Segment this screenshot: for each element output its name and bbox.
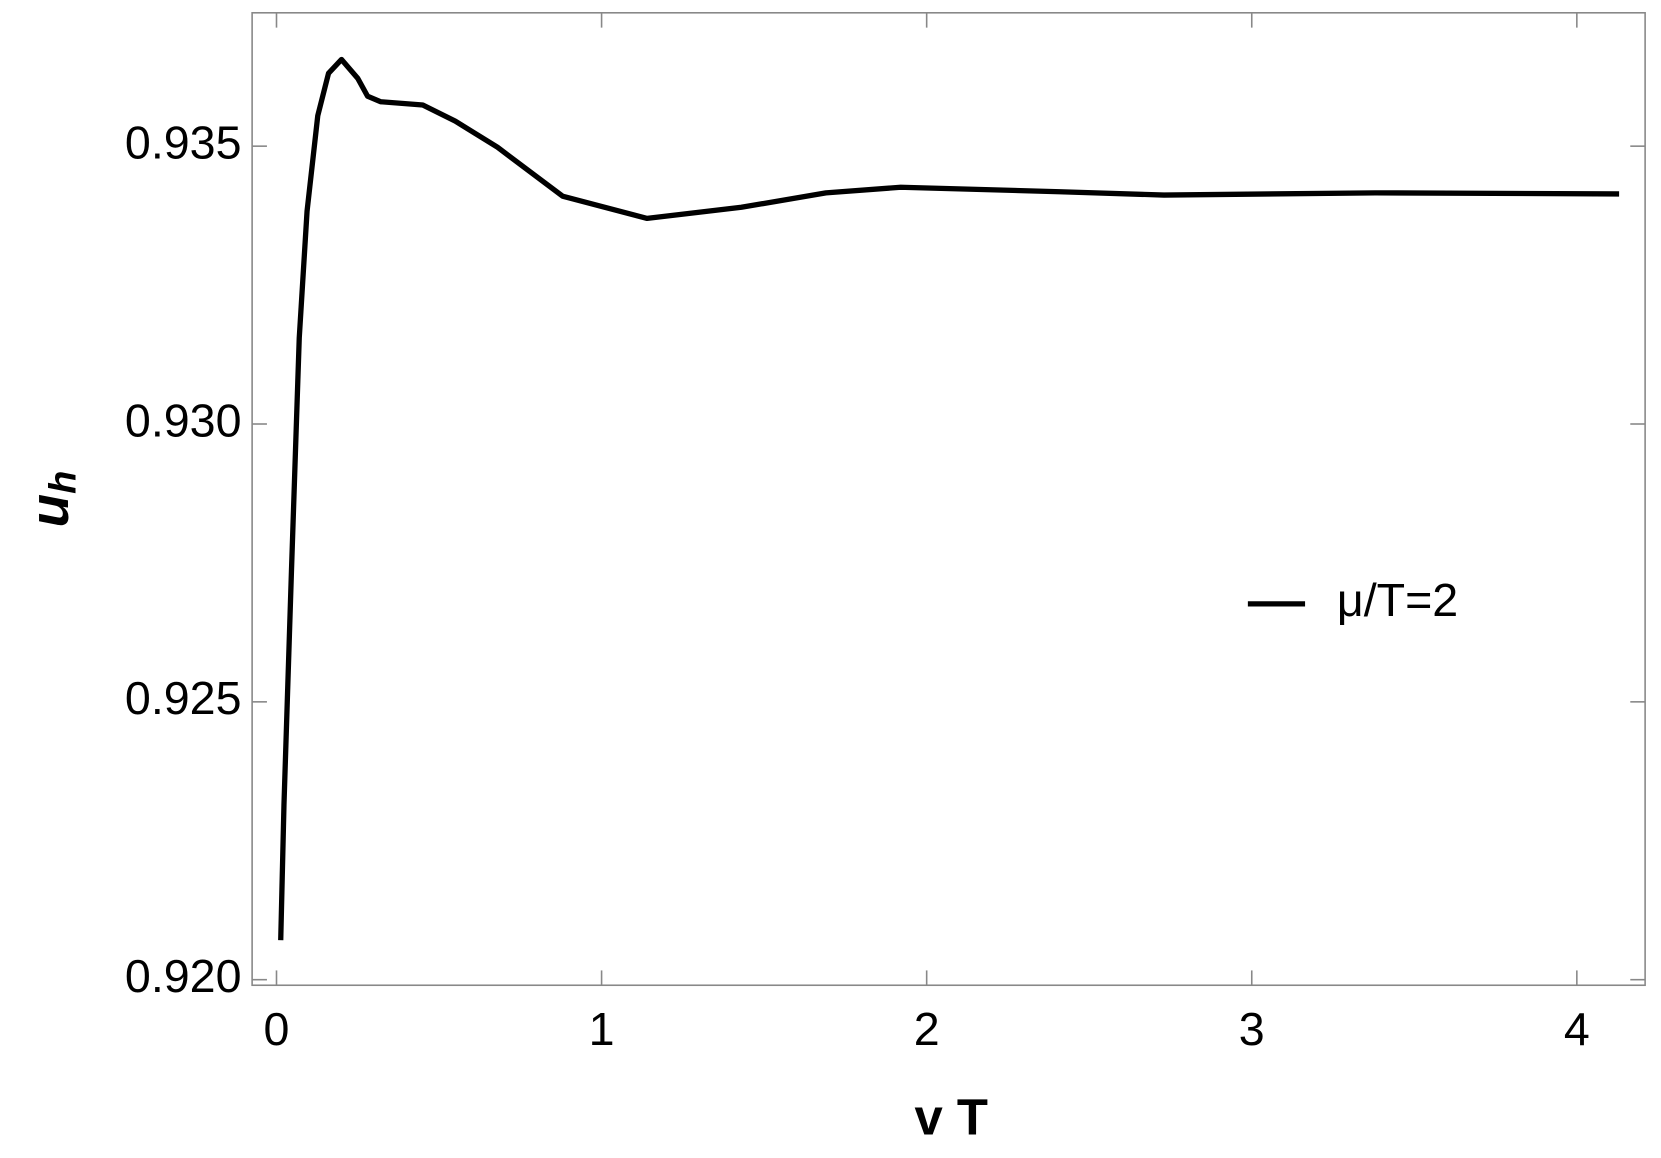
- y-label-main: u: [18, 494, 80, 528]
- plot-frame: [251, 12, 1646, 987]
- x-tick-label: 3: [1239, 1003, 1265, 1055]
- y-tick-label: 0.920: [125, 950, 242, 1002]
- y-label-sub: h: [42, 471, 85, 494]
- y-axis-label: uh: [18, 471, 85, 528]
- y-tick-label: 0.925: [125, 672, 242, 724]
- x-axis-label: v T: [915, 1088, 988, 1145]
- legend-label: μ/T=2: [1337, 574, 1458, 626]
- y-tick-label: 0.930: [125, 394, 242, 446]
- data-line: [278, 56, 1620, 941]
- x-tick-label: 0: [264, 1003, 290, 1055]
- y-tick-label: 0.935: [125, 116, 242, 168]
- x-tick-label: 2: [914, 1003, 940, 1055]
- x-tick-label: 1: [589, 1003, 615, 1055]
- x-tick-label: 4: [1564, 1003, 1590, 1055]
